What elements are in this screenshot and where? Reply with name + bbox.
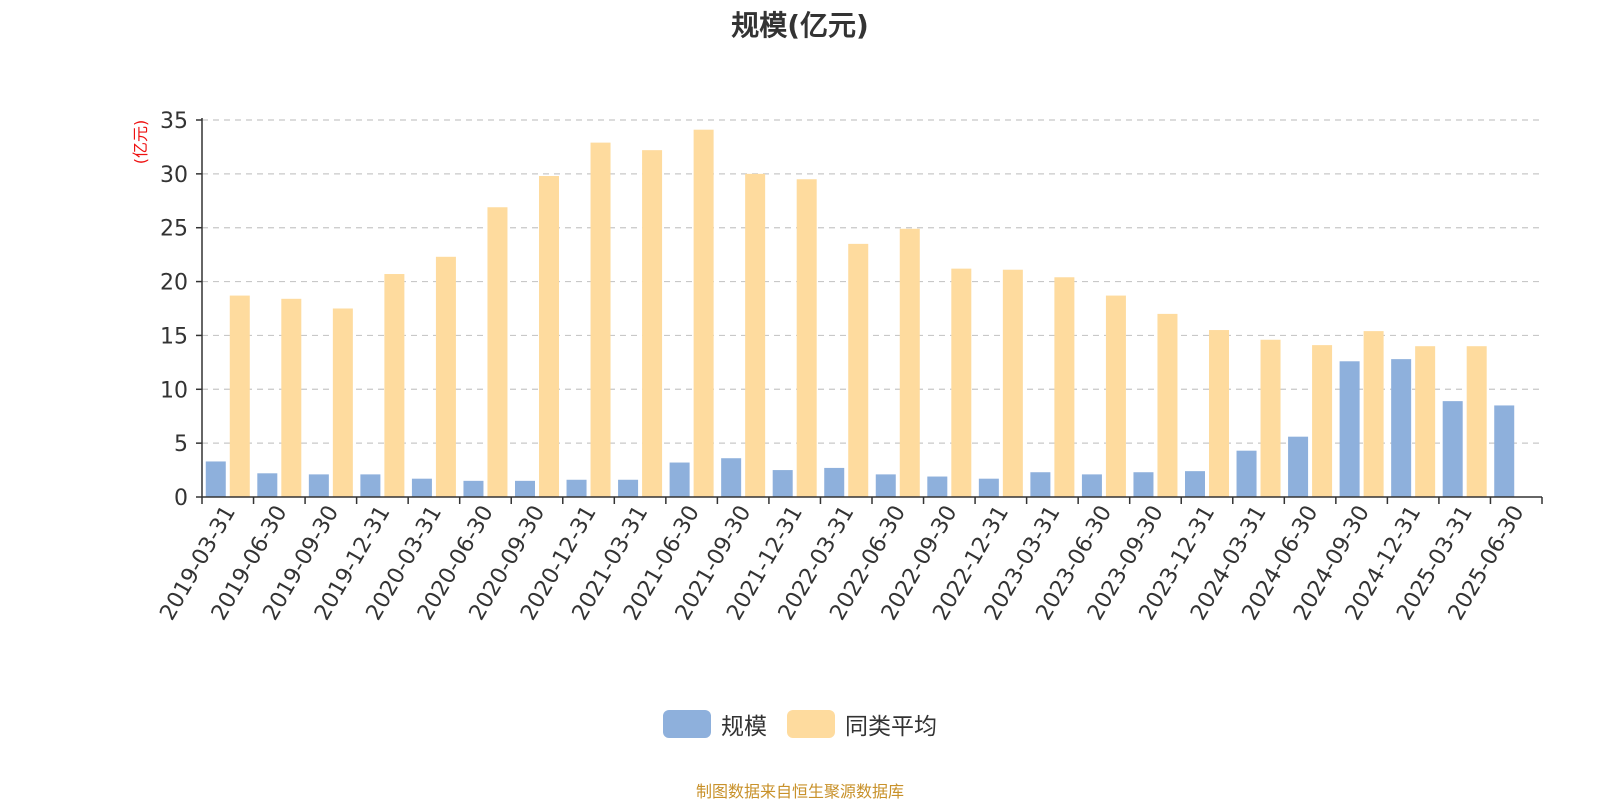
bar-scale[interactable]: [360, 474, 381, 497]
y-tick-label: 35: [160, 109, 188, 134]
bar-scale[interactable]: [205, 461, 226, 497]
bar-scale[interactable]: [308, 474, 329, 497]
y-tick-label: 15: [160, 324, 188, 349]
bar-peer-average[interactable]: [796, 179, 817, 497]
legend-swatch-peer-average: [787, 710, 835, 738]
legend: 规模 同类平均: [0, 707, 1600, 741]
bar-scale[interactable]: [515, 480, 535, 497]
bar-peer-average[interactable]: [590, 142, 611, 497]
bar-peer-average[interactable]: [693, 129, 714, 498]
y-tick-label: 10: [160, 378, 188, 403]
bar-peer-average[interactable]: [1209, 330, 1229, 497]
bar-peer-average[interactable]: [1363, 331, 1384, 497]
bar-peer-average[interactable]: [1157, 313, 1178, 497]
bar-scale[interactable]: [927, 476, 948, 497]
legend-label-scale: 规模: [721, 714, 767, 740]
bar-peer-average[interactable]: [951, 268, 972, 497]
bar-peer-average[interactable]: [384, 274, 405, 497]
bar-scale[interactable]: [1081, 474, 1102, 497]
chart-title: 规模(亿元): [731, 9, 869, 42]
bar-scale[interactable]: [669, 462, 690, 497]
bars: [205, 129, 1515, 498]
bar-scale[interactable]: [463, 480, 484, 497]
bar-scale[interactable]: [1236, 450, 1257, 497]
bar-peer-average[interactable]: [1105, 295, 1126, 497]
bar-scale[interactable]: [1442, 401, 1463, 497]
bar-peer-average[interactable]: [1312, 345, 1333, 497]
bar-peer-average[interactable]: [1054, 277, 1075, 497]
y-tick-label: 0: [174, 486, 188, 511]
y-tick-label: 30: [160, 163, 188, 188]
legend-item-peer-average[interactable]: 同类平均: [787, 707, 937, 741]
bar-peer-average[interactable]: [229, 295, 250, 497]
bar-scale[interactable]: [1030, 472, 1051, 497]
bar-scale[interactable]: [772, 470, 793, 497]
bar-peer-average[interactable]: [332, 308, 353, 498]
y-tick-label: 20: [160, 271, 188, 296]
bar-scale[interactable]: [824, 467, 845, 497]
legend-swatch-scale: [663, 710, 711, 738]
bar-peer-average[interactable]: [1002, 269, 1023, 497]
bar-peer-average[interactable]: [487, 207, 508, 497]
bar-scale[interactable]: [978, 478, 999, 497]
bar-peer-average[interactable]: [1260, 339, 1281, 497]
y-tick-label: 5: [174, 432, 188, 457]
bar-scale[interactable]: [1288, 436, 1309, 497]
bar-peer-average[interactable]: [848, 243, 869, 497]
bar-peer-average[interactable]: [539, 176, 559, 498]
bar-peer-average[interactable]: [642, 150, 663, 497]
bar-peer-average[interactable]: [899, 228, 920, 497]
bar-scale[interactable]: [1133, 472, 1154, 497]
bar-scale[interactable]: [1494, 405, 1515, 497]
bar-peer-average[interactable]: [435, 256, 456, 497]
bar-scale[interactable]: [1185, 471, 1205, 497]
y-tick-label: 25: [160, 217, 188, 242]
legend-item-scale[interactable]: 规模: [663, 707, 767, 741]
legend-label-peer-average: 同类平均: [845, 714, 937, 740]
bar-scale[interactable]: [257, 473, 278, 497]
y-axis-label: (亿元): [131, 120, 150, 165]
bar-peer-average[interactable]: [745, 173, 766, 497]
source-note: 制图数据来自恒生聚源数据库: [695, 782, 904, 801]
bar-scale[interactable]: [618, 479, 639, 497]
bar-scale[interactable]: [1391, 359, 1412, 497]
bar-scale[interactable]: [875, 474, 896, 497]
bar-scale[interactable]: [1339, 361, 1360, 497]
bar-peer-average[interactable]: [1415, 346, 1436, 497]
bar-scale[interactable]: [411, 478, 432, 497]
bar-peer-average[interactable]: [1466, 346, 1487, 497]
bar-scale[interactable]: [721, 458, 742, 497]
bar-peer-average[interactable]: [281, 298, 302, 497]
bar-scale[interactable]: [566, 479, 587, 497]
